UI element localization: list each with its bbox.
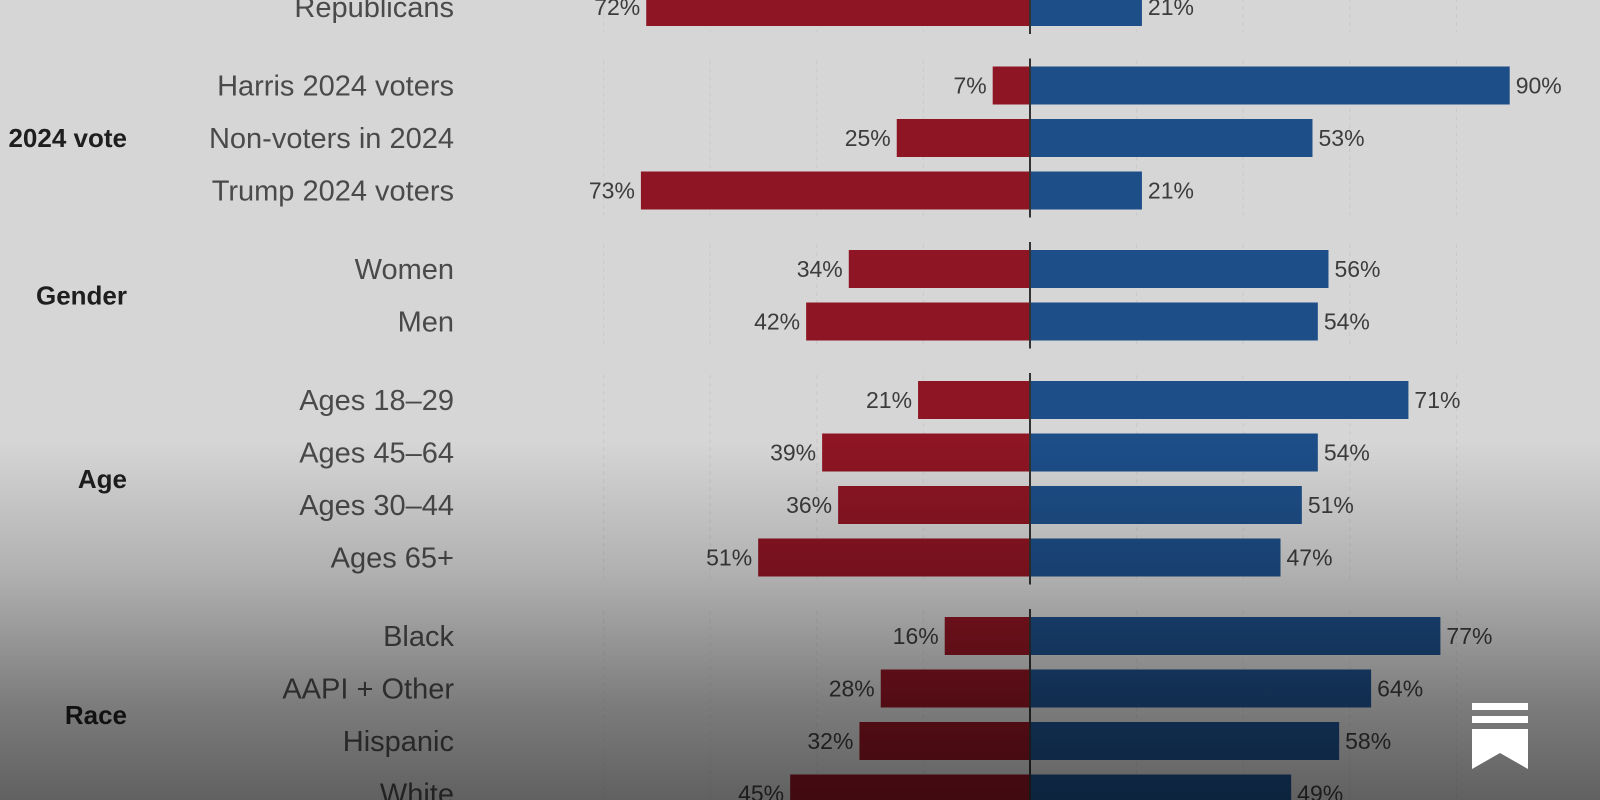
- left-value-label: 51%: [706, 545, 752, 571]
- category-label: Men: [398, 307, 454, 339]
- left-value-label: 42%: [754, 309, 800, 335]
- right-bar: [1030, 433, 1318, 472]
- right-value-label: 21%: [1148, 0, 1194, 20]
- left-value-label: 21%: [866, 387, 912, 413]
- right-value-label: 49%: [1297, 781, 1343, 800]
- right-value-label: 77%: [1446, 623, 1492, 649]
- left-bar: [758, 538, 1030, 577]
- left-bar: [848, 250, 1030, 288]
- group-label: 2024 vote: [8, 123, 127, 153]
- category-label: Republicans: [294, 0, 454, 24]
- left-value-label: 45%: [738, 781, 784, 800]
- left-bar: [859, 722, 1030, 760]
- right-bar: [1030, 66, 1510, 105]
- right-value-label: 51%: [1308, 492, 1354, 518]
- left-value-label: 32%: [807, 728, 853, 754]
- right-value-label: 64%: [1377, 676, 1423, 702]
- right-value-label: 71%: [1414, 387, 1460, 413]
- category-label: Ages 65+: [331, 543, 454, 575]
- right-bar: [1030, 381, 1409, 419]
- category-label: Harris 2024 voters: [217, 71, 454, 103]
- right-value-label: 54%: [1324, 309, 1370, 335]
- category-label: AAPI + Other: [282, 674, 454, 706]
- right-bar: [1030, 171, 1142, 210]
- right-value-label: 56%: [1334, 256, 1380, 282]
- category-label: Trump 2024 voters: [212, 176, 454, 208]
- right-value-label: 53%: [1318, 125, 1364, 151]
- right-bar: [1030, 0, 1142, 26]
- left-bar: [918, 381, 1030, 419]
- right-bar: [1030, 722, 1340, 760]
- right-value-label: 58%: [1345, 728, 1391, 754]
- left-value-label: 73%: [589, 178, 635, 204]
- left-bar: [880, 669, 1030, 708]
- category-label: Women: [355, 254, 454, 286]
- right-bar: [1030, 486, 1302, 524]
- group-label: Race: [65, 700, 127, 730]
- left-value-label: 72%: [594, 0, 640, 20]
- category-label: Black: [383, 621, 454, 653]
- right-bar: [1030, 119, 1313, 157]
- category-label: Non-voters in 2024: [209, 123, 454, 155]
- group-label: Age: [78, 464, 127, 494]
- right-value-label: 21%: [1148, 178, 1194, 204]
- left-value-label: 39%: [770, 440, 816, 466]
- right-value-label: 90%: [1516, 73, 1562, 99]
- left-bar: [646, 0, 1030, 26]
- right-bar: [1030, 669, 1372, 708]
- left-value-label: 25%: [845, 125, 891, 151]
- left-value-label: 7%: [953, 73, 986, 99]
- right-bar: [1030, 538, 1281, 577]
- left-value-label: 28%: [829, 676, 875, 702]
- category-label: Ages 45–64: [299, 438, 454, 470]
- left-value-label: 16%: [893, 623, 939, 649]
- right-bar: [1030, 774, 1292, 800]
- category-label: White: [380, 779, 454, 800]
- category-label: Ages 18–29: [299, 385, 454, 417]
- left-bar: [822, 433, 1030, 472]
- left-bar: [944, 617, 1030, 655]
- publication-logo-icon: [1472, 703, 1528, 769]
- category-label: Hispanic: [343, 726, 454, 758]
- left-value-label: 36%: [786, 492, 832, 518]
- right-bar: [1030, 250, 1329, 288]
- left-bar: [992, 66, 1030, 105]
- right-value-label: 47%: [1287, 545, 1333, 571]
- right-bar: [1030, 617, 1441, 655]
- left-bar: [896, 119, 1030, 157]
- right-bar: [1030, 302, 1318, 341]
- right-value-label: 54%: [1324, 440, 1370, 466]
- left-bar: [838, 486, 1030, 524]
- category-label: Ages 30–44: [299, 490, 454, 522]
- group-label: Gender: [36, 280, 127, 310]
- left-value-label: 34%: [797, 256, 843, 282]
- left-bar: [640, 171, 1030, 210]
- left-bar: [790, 774, 1030, 800]
- left-bar: [806, 302, 1030, 341]
